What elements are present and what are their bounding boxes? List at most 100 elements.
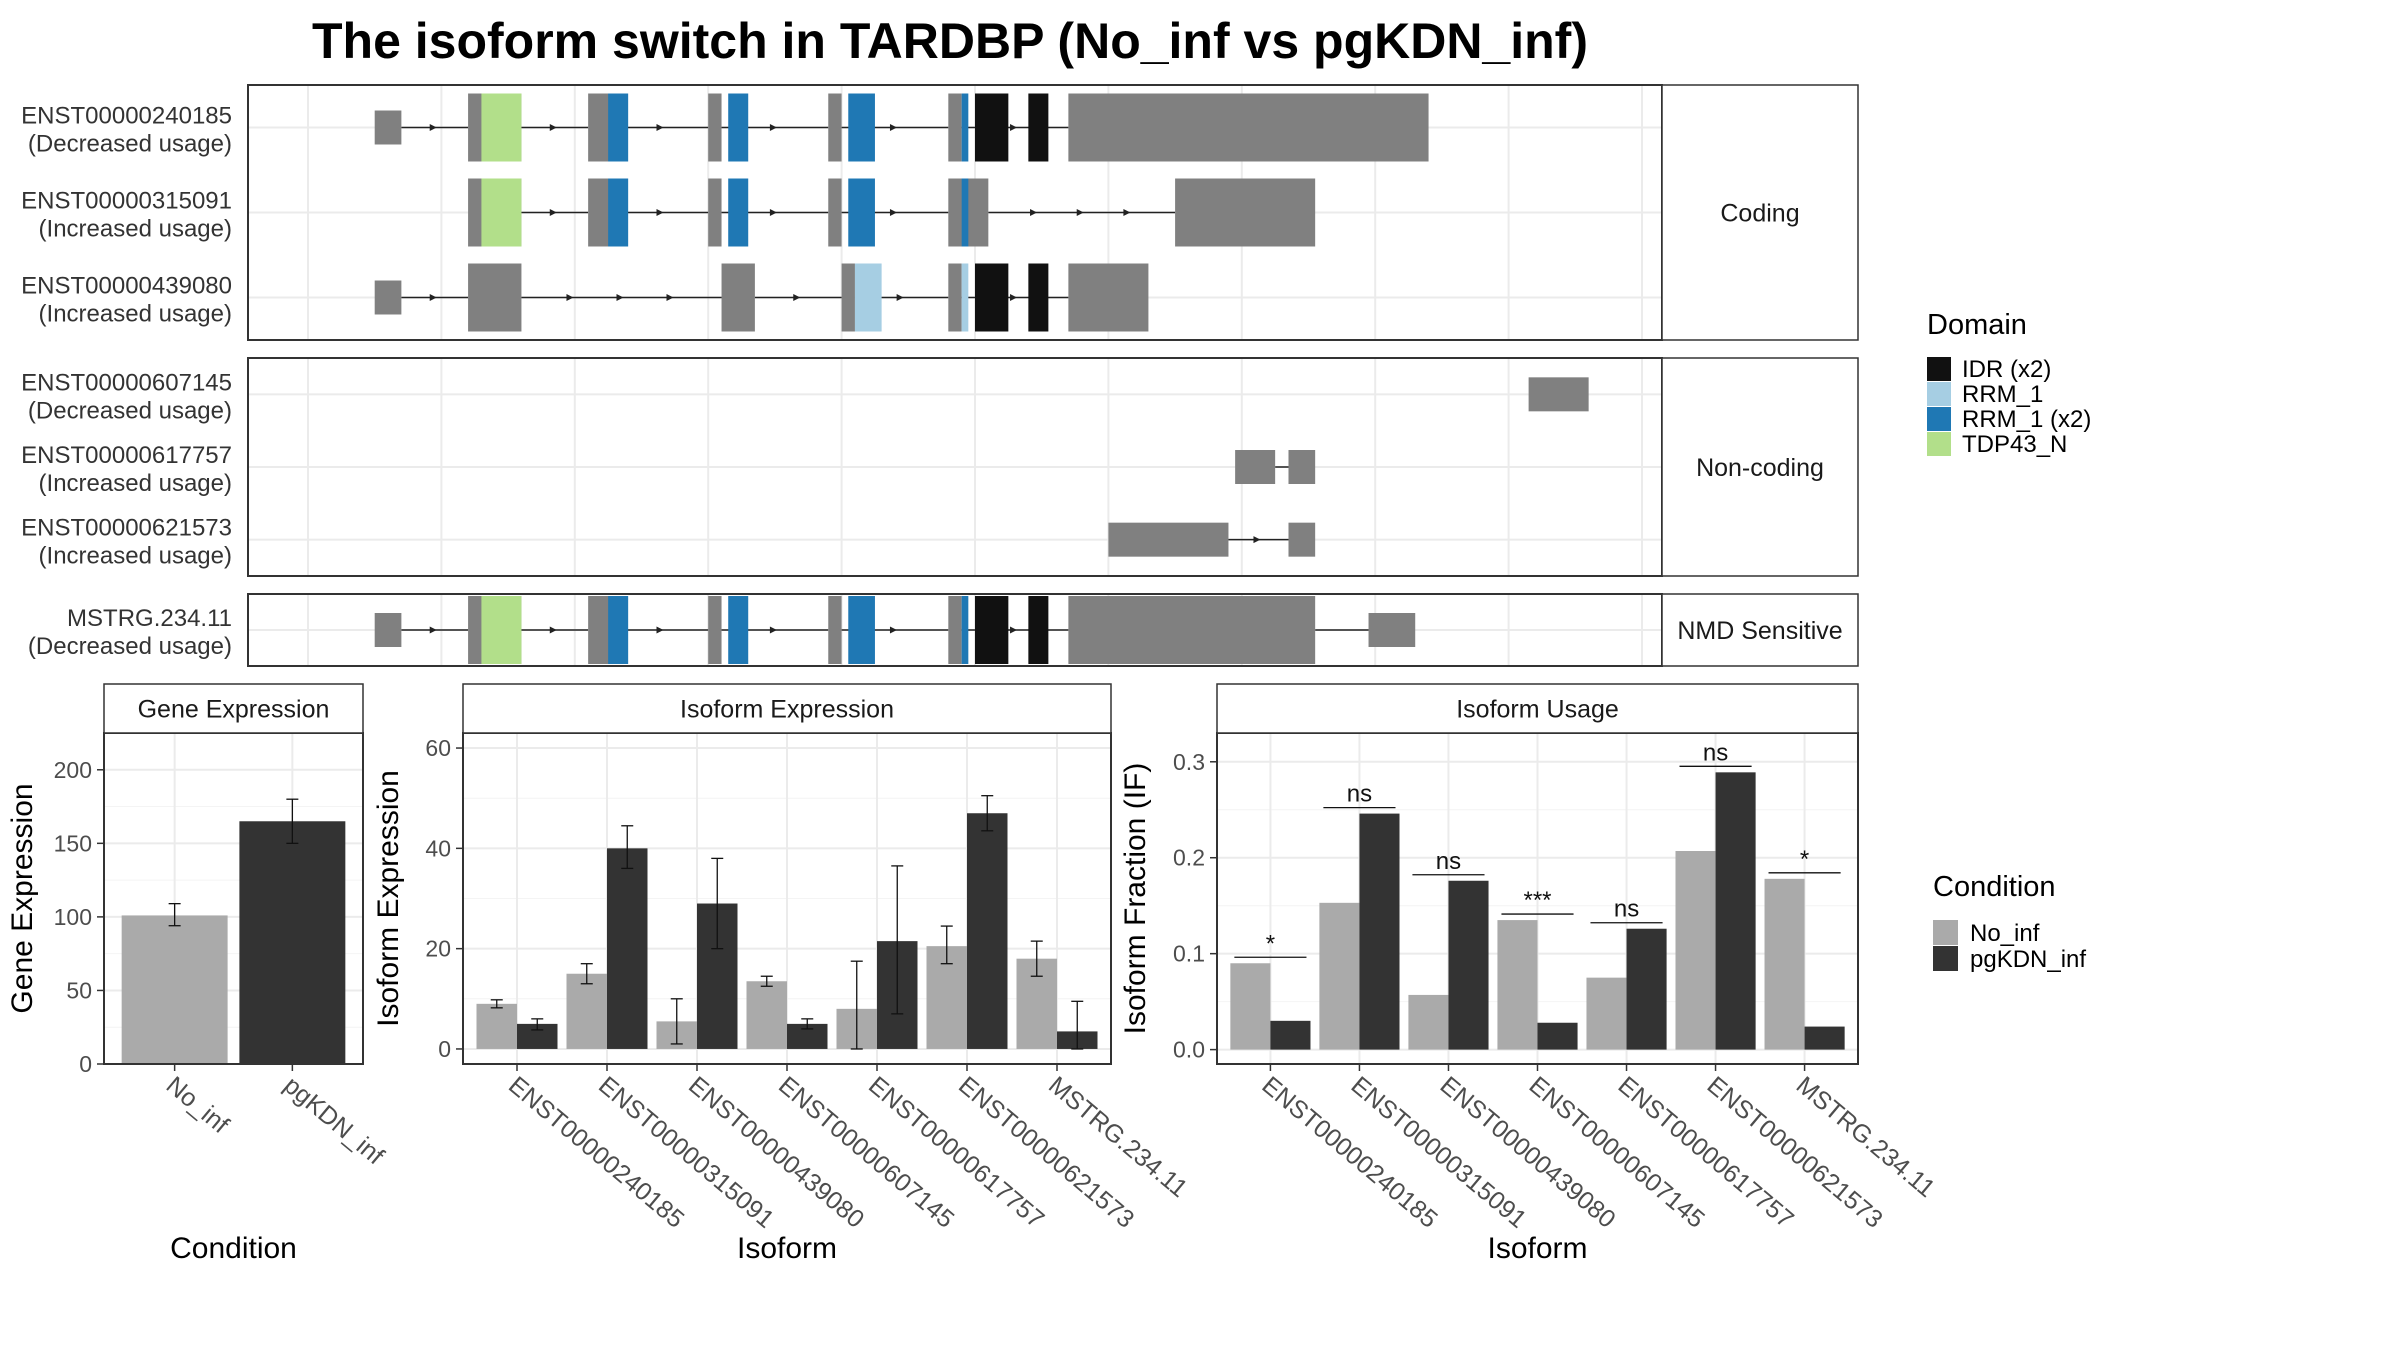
bar <box>1537 1022 1578 1050</box>
y-tick-label: 20 <box>425 936 451 962</box>
intron-arrow <box>429 626 437 634</box>
intron-arrow <box>1010 294 1018 301</box>
facet-strip <box>103 683 364 734</box>
intron-arrow <box>656 124 664 131</box>
y-tick-label: 150 <box>54 830 92 856</box>
domain-rrm-1 <box>854 263 882 332</box>
exon <box>708 93 722 162</box>
legend-key-pgkdn_inf <box>1933 946 1958 971</box>
intron-arrow <box>1010 124 1018 131</box>
transcript-ENST00000240185: ENST00000240185(Decreased usage) <box>21 93 1429 162</box>
intron-arrow <box>656 209 664 216</box>
x-axis-title: Isoform <box>737 1232 837 1265</box>
significance-label: ns <box>1703 739 1728 766</box>
legend-key-tdp43-n <box>1927 432 1951 456</box>
intron-arrow <box>429 124 437 131</box>
x-tick-label: No_inf <box>161 1071 234 1139</box>
y-tick-label: 0.3 <box>1173 749 1205 775</box>
exon <box>1068 596 1316 664</box>
domain-idr-x2- <box>1028 263 1049 332</box>
transcript-usage: (Increased usage) <box>39 301 232 328</box>
transcript-name: ENST00000617757 <box>21 442 232 469</box>
transcript-name: ENST00000607145 <box>21 369 232 396</box>
transcript-usage: (Increased usage) <box>39 543 232 570</box>
y-tick-label: 100 <box>54 904 92 930</box>
chart-title: Isoform Usage <box>1456 696 1619 724</box>
legend-label: RRM_1 (x2) <box>1962 406 2091 433</box>
domain-rrm-1-x2- <box>608 596 629 664</box>
intron-arrow <box>666 294 674 301</box>
exon <box>1288 450 1316 484</box>
facet-strip <box>462 683 1112 734</box>
legend-key-rrm-1-x2- <box>1927 407 1951 431</box>
intron-arrow <box>1030 209 1038 216</box>
intron-arrow <box>889 626 897 634</box>
transcript-ENST00000617757: ENST00000617757(Increased usage) <box>21 442 1316 497</box>
transcript-usage: (Decreased usage) <box>28 131 232 158</box>
transcript-usage: (Increased usage) <box>39 470 232 497</box>
domain-rrm-1-x2- <box>848 178 875 247</box>
bar <box>1764 878 1805 1050</box>
exon <box>1068 93 1429 162</box>
exon <box>1108 522 1229 557</box>
bar <box>1408 994 1449 1050</box>
exon <box>1528 377 1589 412</box>
y-tick-label: 200 <box>54 757 92 783</box>
domain-rrm-1-x2- <box>608 93 629 162</box>
facet-strip <box>1661 593 1859 667</box>
y-tick-label: 0.1 <box>1173 941 1205 967</box>
exon <box>948 263 962 332</box>
domain-rrm-1-x2- <box>961 596 969 664</box>
transcript-name: MSTRG.234.11 <box>67 605 232 632</box>
domain-rrm-1-x2- <box>728 178 749 247</box>
x-axis-title: Condition <box>170 1232 297 1265</box>
chart-title: Isoform Expression <box>680 696 894 724</box>
exon <box>828 93 842 162</box>
facet-strip <box>1216 683 1859 734</box>
exon <box>828 596 842 664</box>
transcript-name: ENST00000621573 <box>21 515 232 542</box>
bar <box>1675 851 1716 1050</box>
y-axis-title: Gene Expression <box>6 783 39 1013</box>
bar <box>1497 920 1538 1050</box>
x-axis-title: Isoform <box>1487 1232 1587 1265</box>
intron-arrow <box>769 209 777 216</box>
significance-label: * <box>1800 846 1809 873</box>
domain-rrm-1 <box>961 263 969 332</box>
domain-tdp43-n <box>481 596 522 664</box>
domain-rrm-1-x2- <box>961 93 969 162</box>
y-tick-label: 60 <box>425 735 451 761</box>
intron-arrow <box>616 294 624 301</box>
gene-expression-chart: Gene Expression 0 50 100 150 200 No_inf pgKDN_i… <box>6 683 389 1265</box>
bar <box>476 1003 517 1049</box>
intron-arrow <box>769 626 777 634</box>
bar <box>1804 1026 1845 1050</box>
structure-panel-nmd-sensitive: MSTRG.234.11(Decreased usage) NMD Sensiti… <box>28 593 1859 667</box>
bar <box>1626 928 1667 1050</box>
intron-arrow <box>1253 536 1261 544</box>
chart-title: Gene Expression <box>138 696 330 724</box>
bar <box>239 821 346 1064</box>
transcript-usage: (Increased usage) <box>39 216 232 243</box>
transcript-structure-plot: ENST00000240185(Decreased usage) ENST0000… <box>21 84 1859 667</box>
bar <box>121 915 228 1064</box>
intron-arrow <box>549 626 557 634</box>
exon <box>948 93 962 162</box>
exon <box>374 613 402 647</box>
domain-idr-x2- <box>1028 93 1049 162</box>
bar <box>607 848 648 1049</box>
intron-arrow <box>793 294 801 301</box>
exon <box>1368 613 1416 647</box>
significance-label: * <box>1266 930 1275 957</box>
exon <box>948 178 989 247</box>
facet-strip-label: Coding <box>1720 200 1799 228</box>
intron-arrow <box>1123 209 1131 216</box>
exon <box>468 263 522 332</box>
significance-label: ns <box>1436 848 1461 875</box>
legend-label: TDP43_N <box>1962 431 2067 458</box>
transcript-usage: (Decreased usage) <box>28 633 232 660</box>
domain-rrm-1-x2- <box>848 596 875 664</box>
intron-arrow <box>769 124 777 131</box>
transcript-name: ENST00000439080 <box>21 273 232 300</box>
transcript-usage: (Decreased usage) <box>28 397 232 424</box>
